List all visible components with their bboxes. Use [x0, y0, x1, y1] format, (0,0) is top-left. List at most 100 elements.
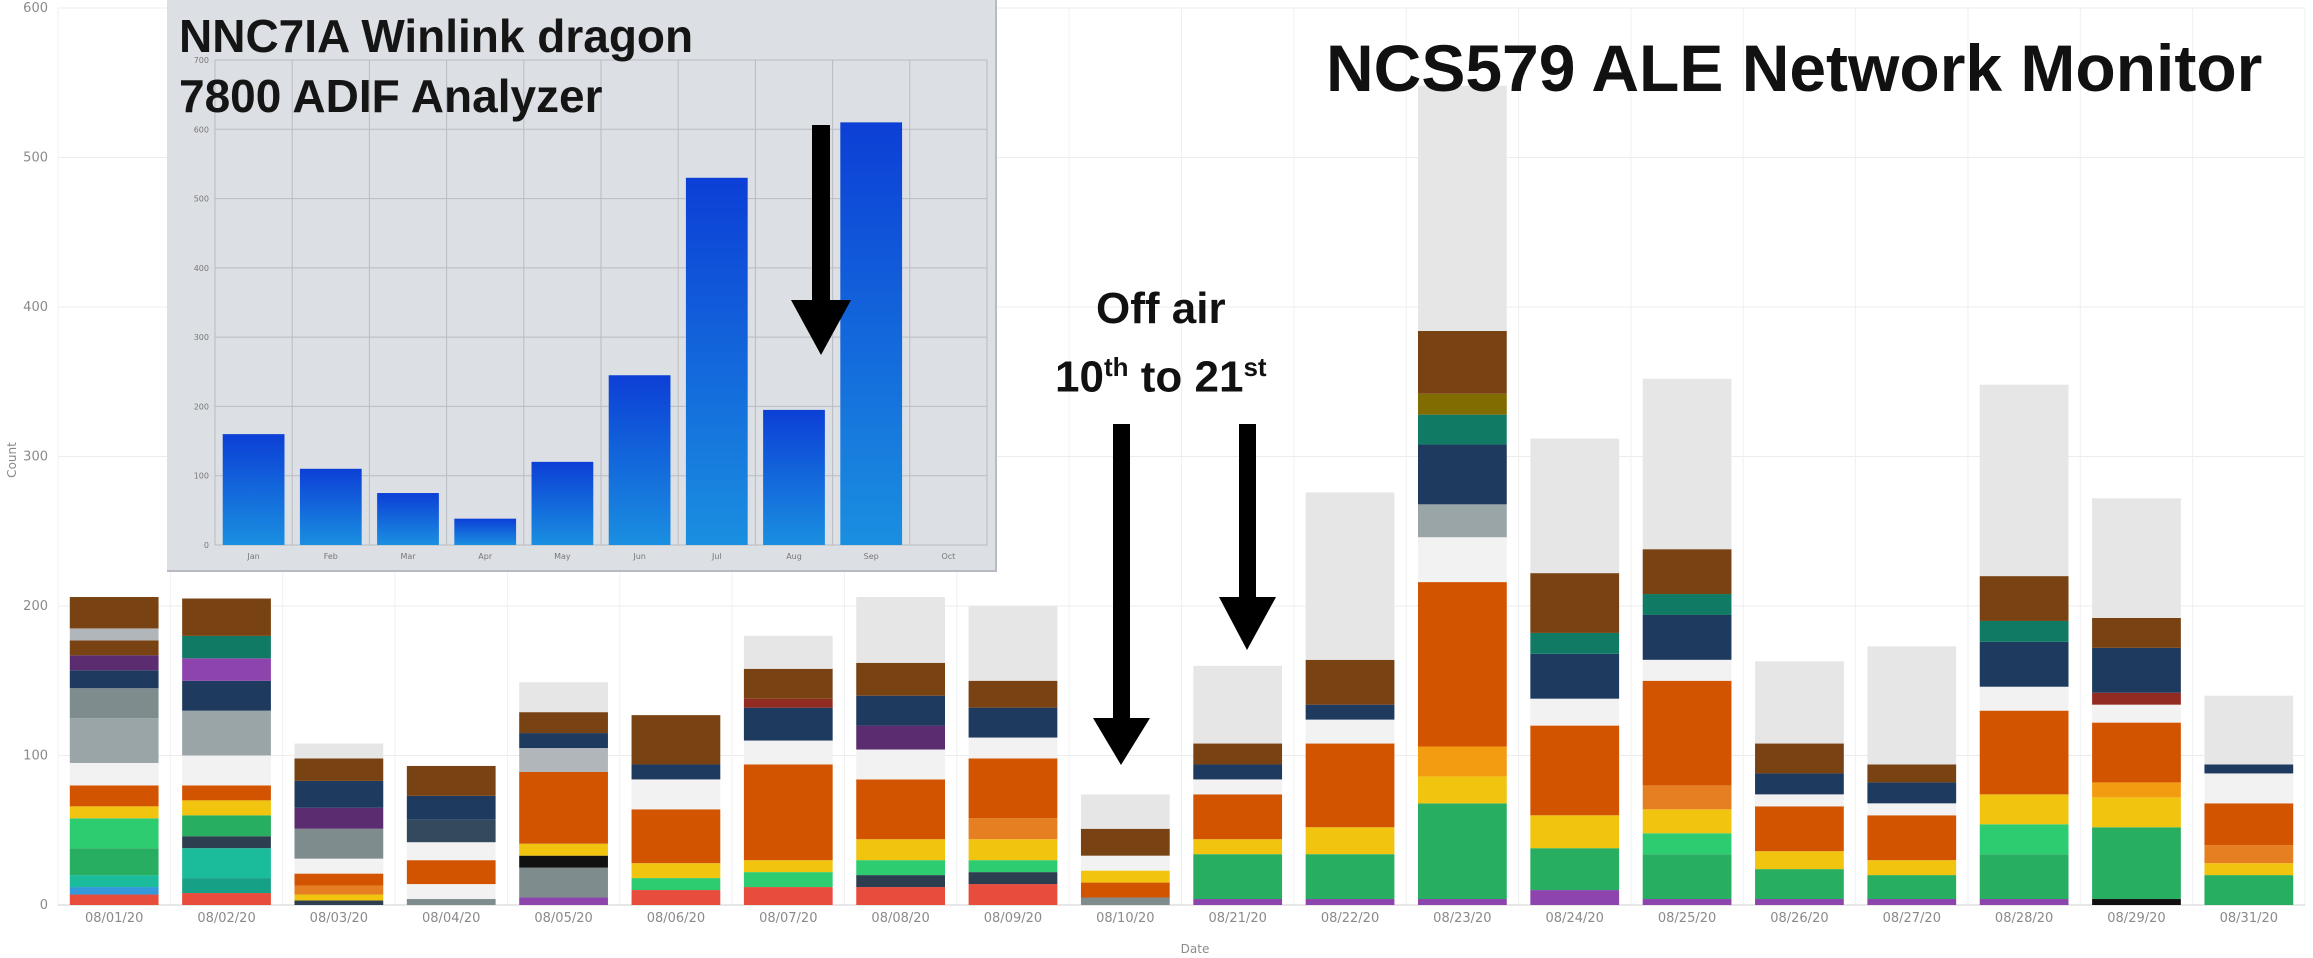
bar-segment — [856, 695, 946, 726]
bar-segment — [631, 764, 721, 780]
bar-segment — [1417, 85, 1507, 331]
bar-segment — [1642, 549, 1732, 595]
bar-segment — [856, 887, 946, 905]
inset-y-tick-label: 500 — [194, 195, 209, 204]
inset-chart-title: NNC7IA Winlink dragon 7800 ADIF Analyzer — [179, 10, 694, 122]
bar-segment — [2092, 899, 2181, 905]
down-arrow-icon — [1219, 424, 1276, 650]
bar-segment — [631, 715, 721, 753]
x-tick-label: 08/10/20 — [1096, 911, 1154, 926]
bar-segment — [2204, 695, 2294, 765]
bar-segment — [1417, 746, 1507, 777]
x-tick-label: 08/23/20 — [1433, 911, 1491, 926]
bar-segment — [631, 752, 721, 765]
main-x-tick-labels: 08/01/20 08/02/20 08/03/20 08/04/20 08/05/20… — [85, 911, 2278, 926]
inset-bar — [763, 409, 825, 545]
inset-bar — [685, 177, 748, 546]
bar-segment — [519, 712, 608, 734]
bar-segment — [182, 710, 271, 756]
bar-segment — [294, 885, 384, 895]
bar-segment — [968, 737, 1058, 759]
inset-y-tick-label: 700 — [194, 56, 209, 65]
bar-segment — [294, 894, 384, 901]
bar-segment — [182, 836, 271, 849]
bar-segment — [182, 800, 271, 816]
inset-x-tick-label: Jan — [246, 552, 259, 561]
bar-segment — [743, 872, 833, 888]
inset-x-tick-label: Feb — [324, 552, 338, 561]
inset-bar — [299, 468, 362, 545]
off-air-to: 21 — [1194, 352, 1244, 402]
bar-segment — [856, 779, 946, 840]
x-tick-label: 08/29/20 — [2107, 911, 2165, 926]
bar-segment — [1979, 576, 2069, 621]
bar-segment — [182, 658, 271, 681]
bar-segment — [69, 785, 159, 807]
x-tick-label: 08/09/20 — [984, 911, 1042, 926]
bar-segment — [1417, 776, 1507, 804]
bar-segment — [2092, 704, 2181, 723]
bar-segment — [1080, 855, 1170, 871]
bar-segment — [294, 758, 384, 781]
bar-segment — [968, 872, 1058, 885]
bar-segment — [2092, 498, 2181, 618]
bar-segment — [1755, 806, 1844, 852]
bar-segment — [856, 597, 946, 663]
bar-segment — [1530, 438, 1620, 574]
bar-segment — [1642, 594, 1732, 615]
bar-segment — [406, 765, 496, 796]
off-air-to-word: to — [1140, 352, 1183, 402]
bar-segment — [1642, 659, 1732, 681]
bar-segment — [1979, 899, 2069, 905]
bar-segment — [2204, 875, 2294, 905]
inset-x-tick-labels: Jan Feb Mar Apr May Jun Jul Aug Sep Oct — [246, 552, 955, 561]
bar-segment — [519, 897, 608, 905]
bar-segment — [1530, 573, 1620, 633]
inset-bar — [454, 518, 517, 545]
bar-segment — [1979, 686, 2069, 711]
inset-y-tick-label: 600 — [194, 125, 209, 134]
bar-segment — [69, 762, 159, 786]
bar-segment — [1417, 444, 1507, 505]
x-tick-label: 08/21/20 — [1208, 911, 1266, 926]
bar-segment — [631, 809, 721, 864]
bar-segment — [1305, 492, 1395, 660]
bar-segment — [856, 749, 946, 780]
x-tick-label: 08/07/20 — [759, 911, 817, 926]
y-tick-label: 500 — [23, 151, 48, 166]
x-tick-label: 08/27/20 — [1883, 911, 1941, 926]
bar-segment — [1867, 815, 1957, 861]
x-tick-label: 08/08/20 — [871, 911, 929, 926]
inset-y-tick-label: 0 — [204, 541, 209, 550]
bar-segment — [743, 860, 833, 873]
inset-bar-chart: 0 100 200 300 400 500 600 700 Jan Feb Mar Apr May Ju… — [194, 56, 988, 561]
bar-segment — [294, 873, 384, 886]
y-tick-label: 400 — [23, 300, 48, 315]
bar-segment — [2092, 827, 2181, 900]
down-arrow-icon — [791, 125, 851, 355]
y-tick-label: 600 — [23, 1, 48, 16]
bar-segment — [182, 755, 271, 786]
bar-segment — [968, 707, 1058, 738]
bar-segment — [1867, 899, 1957, 905]
bar-segment — [1080, 897, 1170, 905]
inset-y-tick-label: 300 — [194, 333, 209, 342]
x-tick-label: 08/01/20 — [85, 911, 143, 926]
y-tick-label: 300 — [23, 450, 48, 465]
bar-segment — [631, 779, 721, 810]
y-axis-title: Count — [5, 442, 19, 478]
x-tick-label: 08/03/20 — [310, 911, 368, 926]
bar-segment — [1305, 854, 1395, 900]
bar-segment — [1755, 661, 1844, 744]
bar-segment — [519, 748, 608, 772]
bar-segment — [1755, 851, 1844, 870]
bar-segment — [182, 680, 271, 711]
bar-segment — [406, 842, 496, 861]
y-tick-label: 100 — [23, 749, 48, 764]
x-tick-label: 08/26/20 — [1770, 911, 1828, 926]
bar-segment — [1080, 870, 1170, 883]
bar-segment — [631, 890, 721, 905]
main-chart-title: NCS579 ALE Network Monitor — [1326, 31, 2263, 105]
inset-bar — [531, 461, 594, 545]
